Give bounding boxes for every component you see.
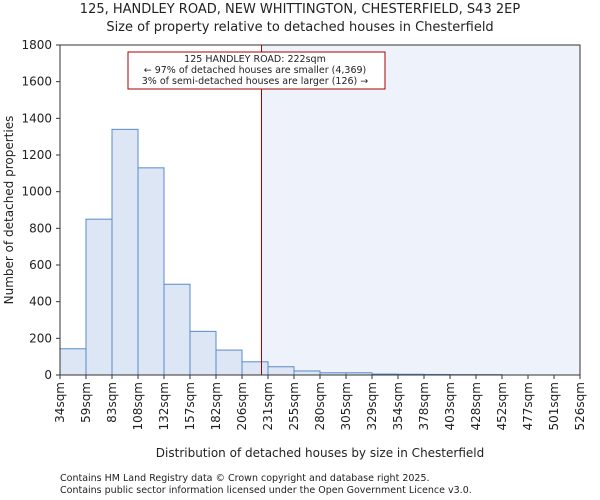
y-tick-label: 1600 xyxy=(21,75,52,89)
x-tick-label: 501sqm xyxy=(547,382,561,430)
footer-line1: Contains HM Land Registry data © Crown c… xyxy=(60,473,430,484)
bar-34sqm xyxy=(59,348,87,376)
x-tick-label: 305sqm xyxy=(339,382,353,430)
bar-132sqm xyxy=(163,283,191,376)
y-tick-label: 800 xyxy=(29,221,52,235)
y-tick-label: 600 xyxy=(29,258,52,272)
y-tick-label: 1400 xyxy=(21,111,52,125)
x-tick-label: 428sqm xyxy=(469,382,483,430)
x-tick-label: 477sqm xyxy=(521,382,535,430)
x-tick-label: 403sqm xyxy=(443,382,457,430)
annotation-line2: ← 97% of detached houses are smaller (4,… xyxy=(144,65,367,76)
bar-231sqm xyxy=(267,366,295,376)
x-tick-label: 231sqm xyxy=(261,382,275,430)
x-tick-label: 132sqm xyxy=(157,382,171,430)
x-axis-label: Distribution of detached houses by size … xyxy=(156,446,484,460)
x-tick-label: 182sqm xyxy=(209,382,223,430)
x-tick-label: 354sqm xyxy=(391,382,405,430)
y-tick-label: 1200 xyxy=(21,148,52,162)
y-tick-label: 1000 xyxy=(21,185,52,199)
y-axis-ticks: 0 200 400 600 800 1000 1200 1400 1600 1800 xyxy=(21,38,60,382)
bars-group xyxy=(59,128,503,376)
annotation-line1: 125 HANDLEY ROAD: 222sqm xyxy=(184,54,326,65)
footer-line2: Contains public sector information licen… xyxy=(60,485,472,496)
x-tick-label: 280sqm xyxy=(313,382,327,430)
x-tick-label: 157sqm xyxy=(183,382,197,430)
x-axis-ticks: 34sqm 59sqm 83sqm 108sqm 132sqm 157sqm 182sqm 2… xyxy=(53,375,587,430)
y-tick-label: 400 xyxy=(29,295,52,309)
y-tick-label: 200 xyxy=(29,331,52,345)
bar-108sqm xyxy=(137,167,165,376)
annotation-box xyxy=(127,51,386,90)
x-tick-label: 108sqm xyxy=(131,382,145,430)
x-tick-label: 255sqm xyxy=(287,382,301,430)
bar-206sqm xyxy=(241,361,269,376)
x-tick-label: 452sqm xyxy=(495,382,509,430)
y-axis-label: Number of detached properties xyxy=(2,116,16,305)
bar-83sqm xyxy=(111,128,139,376)
x-tick-label: 526sqm xyxy=(573,382,587,430)
x-tick-label: 83sqm xyxy=(105,382,119,423)
x-tick-label: 59sqm xyxy=(79,382,93,423)
bar-59sqm xyxy=(85,218,113,376)
bar-255sqm xyxy=(293,370,321,376)
larger-region-highlight xyxy=(261,45,580,375)
chart-title-line2: Size of property relative to detached ho… xyxy=(106,20,493,35)
annotation-line3: 3% of semi-detached houses are larger (1… xyxy=(142,76,369,87)
x-tick-label: 34sqm xyxy=(53,382,67,423)
x-tick-label: 206sqm xyxy=(235,382,249,430)
chart-title-line1: 125, HANDLEY ROAD, NEW WHITTINGTON, CHES… xyxy=(80,2,521,17)
bar-182sqm xyxy=(215,349,243,376)
x-tick-label: 378sqm xyxy=(417,382,431,430)
y-tick-label: 0 xyxy=(44,368,52,382)
x-tick-label: 329sqm xyxy=(365,382,379,430)
bar-157sqm xyxy=(189,330,217,376)
y-tick-label: 1800 xyxy=(21,38,52,52)
